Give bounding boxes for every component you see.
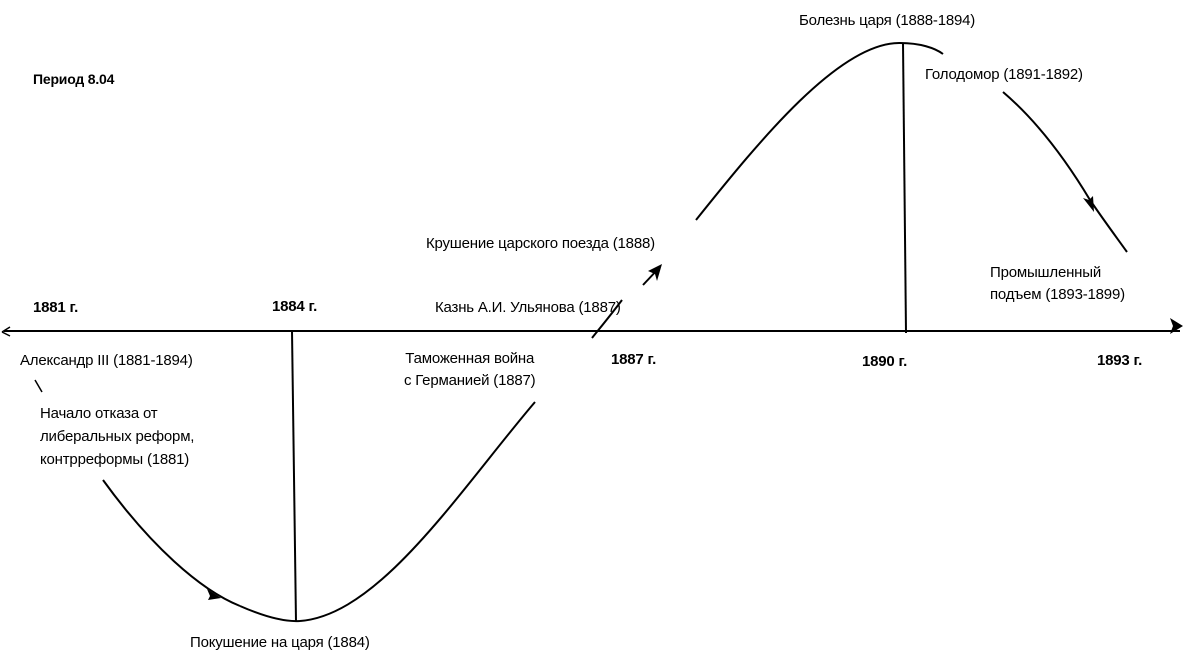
event-customs-war: Таможенная война с Германией (1887) [404, 348, 536, 392]
curve-rise-to-peak [695, 41, 944, 221]
timeline-axis-arrow [1170, 318, 1183, 334]
curve-rise-1887 [591, 299, 623, 339]
arrow-decline-1881-1884 [207, 589, 221, 600]
event-counter-reforms-line-2: либеральных реформ, [40, 428, 195, 445]
year-label-1881: 1881 г. [33, 299, 79, 316]
year-label-1884: 1884 г. [272, 298, 318, 315]
event-train-crash: Крушение царского поезда (1888) [426, 235, 655, 252]
event-tsar-illness: Болезнь царя (1888-1894) [799, 12, 976, 29]
curve-rise-1884-1887 [299, 401, 536, 622]
event-assassination-attempt: Покушение на царя (1884) [190, 634, 370, 651]
arrowhead-to-train-crash [648, 264, 662, 281]
period-label: Период 8.04 [33, 71, 115, 87]
timeline-axis-start-arrow [1, 326, 11, 337]
arrow-decline-1891 [1083, 196, 1094, 212]
event-counter-reforms-line-1: Начало отказа от [40, 405, 158, 422]
alexander-tick [34, 379, 43, 393]
event-customs-war-line-1: Таможенная война [405, 350, 535, 367]
curve-trough-1884 [239, 605, 301, 623]
event-industrial-rise: Промышленный подъем (1893-1899) [990, 262, 1125, 306]
vertical-line-1890 [902, 42, 907, 334]
curve-decline-1881-1884 [102, 479, 241, 607]
event-industrial-rise-line-2: подъем (1893-1899) [990, 286, 1125, 303]
event-counter-reforms-line-3: контрреформы (1881) [40, 451, 190, 468]
year-label-1893: 1893 г. [1097, 352, 1143, 369]
event-customs-war-line-2: с Германией (1887) [404, 372, 536, 389]
event-counter-reforms: Начало отказа от либеральных реформ, кон… [40, 402, 194, 471]
event-alexander-iii: Александр III (1881-1894) [20, 352, 193, 369]
year-label-1887: 1887 г. [611, 351, 657, 368]
event-famine: Голодомор (1891-1892) [925, 66, 1083, 83]
event-ulyanov-execution: Казнь А.И. Ульянова (1887) [435, 299, 621, 316]
curve-decline-1891 [1002, 91, 1128, 253]
year-label-1890: 1890 г. [862, 353, 908, 370]
vertical-line-1884 [291, 330, 297, 623]
event-industrial-rise-line-1: Промышленный [990, 264, 1102, 281]
